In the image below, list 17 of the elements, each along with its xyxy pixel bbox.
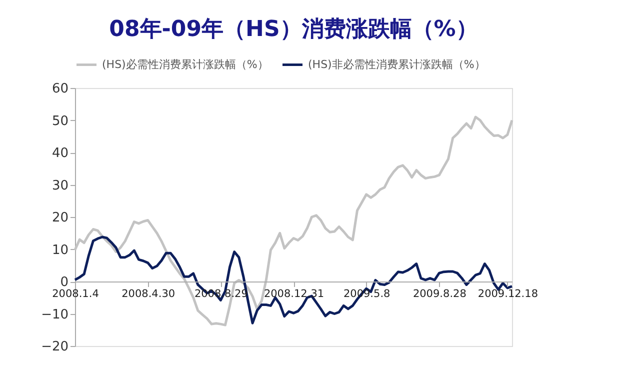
y-tick-label: 10 [52, 242, 68, 258]
legend-label: (HS)必需性消费累计涨跌幅（%） [102, 58, 268, 71]
x-tick-label: 2009.12.18 [478, 288, 538, 300]
x-tick-label: 2009.8.28 [412, 288, 466, 300]
chart-title: 08年-09年（HS）消费涨跌幅（%） [109, 17, 478, 42]
y-tick-label: −10 [41, 307, 68, 322]
x-tick-label: 2008.1.4 [52, 288, 100, 300]
x-tick-label: 2008.4.30 [122, 288, 176, 300]
legend-label: (HS)非必需性消费累计涨跌幅（%） [308, 58, 486, 71]
y-tick-label: 0 [60, 275, 68, 290]
y-tick-label: 40 [52, 146, 68, 161]
y-tick-label: −20 [41, 340, 68, 354]
x-tick-label: 2008.12.31 [264, 288, 324, 300]
y-tick-label: 30 [52, 178, 68, 194]
y-tick-label: 50 [52, 114, 68, 129]
y-tick-label: 20 [52, 210, 68, 226]
y-tick-label: 60 [52, 82, 68, 96]
